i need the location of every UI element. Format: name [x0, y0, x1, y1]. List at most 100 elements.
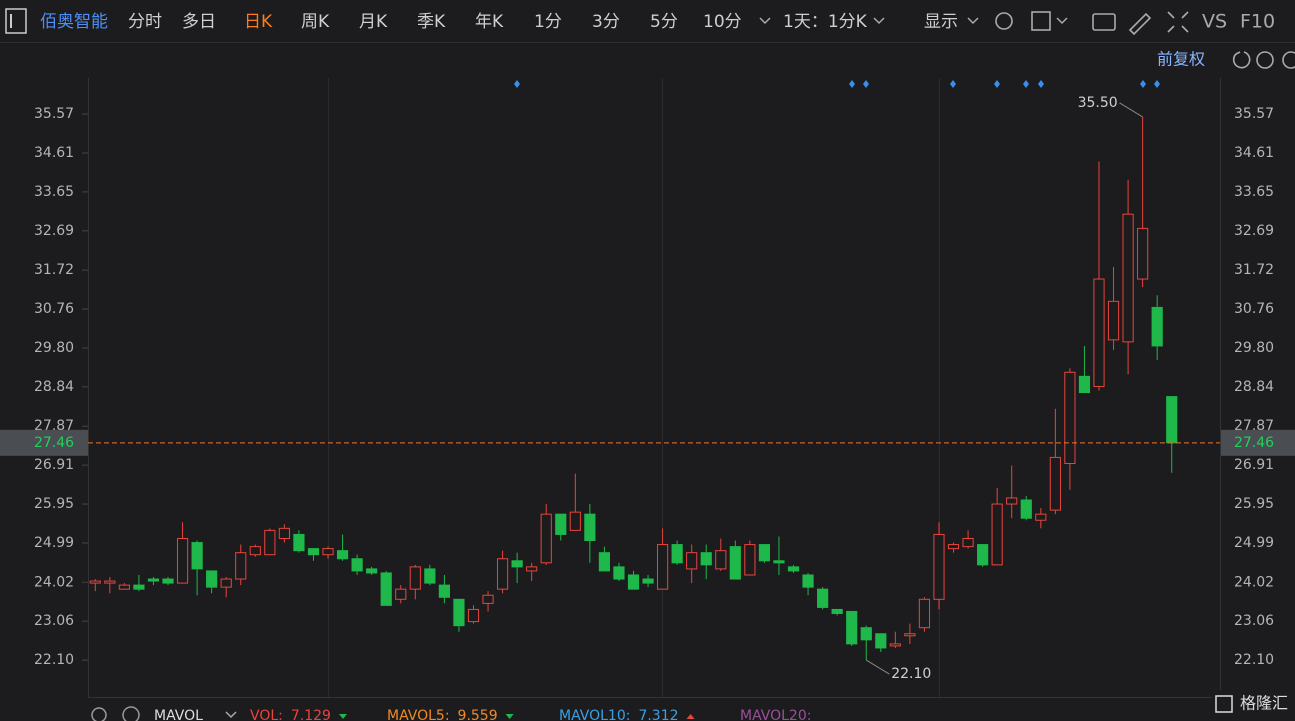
period-tab[interactable]: 日K: [244, 12, 273, 32]
sidebar-toggle[interactable]: [5, 8, 27, 34]
candle-body: [1035, 513, 1047, 521]
candle-body: [729, 546, 741, 580]
y-tick-label-right: 32.69: [1234, 223, 1274, 239]
candle-body: [118, 584, 130, 590]
display-menu[interactable]: 显示: [924, 12, 958, 32]
y-tick-label-right: 30.76: [1234, 301, 1274, 317]
candle-body: [787, 566, 800, 572]
event-marker[interactable]: [849, 80, 855, 88]
period-tab[interactable]: 3分: [592, 12, 620, 32]
toolbar-icons: [995, 11, 1295, 69]
candle-body: [715, 550, 727, 570]
candle-body: [918, 598, 931, 629]
candle-body: [627, 574, 640, 590]
period-tab[interactable]: 10分: [703, 12, 742, 32]
dropdown-chevron[interactable]: [759, 17, 771, 25]
annotation-label: 35.50: [1078, 95, 1118, 111]
candle-body: [1078, 375, 1091, 394]
indicator-name[interactable]: MAVOL: [154, 708, 203, 721]
event-marker[interactable]: [863, 80, 869, 88]
candle-body: [817, 588, 829, 608]
undo-icon[interactable]: [1232, 51, 1251, 69]
candle-body: [206, 570, 218, 588]
annotation-label: 22.10: [891, 666, 931, 682]
annotation-leader: [1119, 102, 1143, 118]
trend-arrow: [338, 714, 347, 719]
period-tab[interactable]: 年K: [475, 12, 504, 32]
event-marker[interactable]: [1038, 80, 1044, 88]
event-marker[interactable]: [950, 80, 956, 88]
period-tab[interactable]: 周K: [301, 12, 330, 32]
event-marker[interactable]: [994, 80, 1000, 88]
period-tab[interactable]: 月K: [359, 12, 388, 32]
event-marker[interactable]: [1154, 80, 1160, 88]
candle-body: [584, 513, 596, 542]
period-tab[interactable]: 5分: [650, 12, 678, 32]
pen-icon[interactable]: [1128, 12, 1152, 36]
candle-body: [671, 544, 683, 564]
fullscreen-icon[interactable]: [1167, 11, 1189, 33]
candle-body: [686, 552, 698, 570]
dropdown-chevron[interactable]: [1056, 17, 1068, 25]
y-tick-label-right: 24.99: [1234, 535, 1274, 551]
f10-button[interactable]: F10: [1240, 11, 1275, 33]
y-tick-label: 35.57: [34, 106, 74, 122]
range-select[interactable]: 1天：1分K: [783, 12, 868, 32]
candle-body: [482, 594, 494, 604]
candle-body: [147, 578, 160, 582]
y-tick-label-right: 23.06: [1234, 613, 1274, 629]
zoom-out-icon[interactable]: [1256, 51, 1274, 69]
candle-body: [540, 513, 552, 564]
candle-body: [569, 511, 581, 531]
indicator-close-icon[interactable]: [122, 706, 140, 721]
candle-body: [511, 560, 523, 568]
period-tab[interactable]: 1分: [534, 12, 562, 32]
settings-icon[interactable]: [995, 12, 1013, 30]
candle-body: [1137, 227, 1149, 280]
stock-name[interactable]: 佰奥智能: [40, 12, 108, 32]
y-tick-label: 31.72: [34, 262, 74, 278]
period-tab[interactable]: 季K: [417, 12, 446, 32]
y-tick-label: 23.06: [34, 613, 74, 629]
frame-icon[interactable]: [1031, 11, 1051, 31]
dropdown-chevron[interactable]: [967, 17, 979, 25]
y-tick-label-right: 22.10: [1234, 652, 1274, 668]
candle-body: [904, 633, 916, 637]
dropdown-chevron[interactable]: [225, 711, 237, 719]
toolbar: 佰奥智能 分时 多日 日K 周K 月K 季K 年K 1分 3分 5分 10分 1天：1分K 显示 VS F10: [40, 11, 1275, 33]
candle-body: [1166, 396, 1178, 444]
candle-body: [176, 537, 189, 584]
indicator-settings-icon[interactable]: [91, 707, 107, 721]
event-marker[interactable]: [1140, 80, 1146, 88]
dropdown-chevron[interactable]: [873, 17, 885, 25]
annotation-leader: [865, 659, 890, 675]
y-tick-label: 33.65: [34, 184, 74, 200]
candle-body: [526, 566, 538, 572]
candle-body: [860, 627, 872, 641]
last-price-label-right: 27.46: [1234, 435, 1274, 451]
event-marker[interactable]: [1023, 80, 1029, 88]
vs-button[interactable]: VS: [1202, 11, 1227, 33]
adjust-button[interactable]: 前复权: [1157, 50, 1205, 69]
period-tab[interactable]: 多日: [182, 12, 216, 32]
indicator-label: MAVOL20:: [740, 708, 811, 721]
zoom-in-icon[interactable]: [1282, 51, 1295, 69]
watermark-logo: [1215, 695, 1233, 713]
candle-body: [991, 503, 1003, 566]
event-marker[interactable]: [514, 80, 520, 88]
candle-body: [700, 552, 712, 566]
candle-body: [307, 548, 320, 556]
candle-body: [1049, 456, 1061, 511]
candle-body: [1006, 497, 1018, 505]
candle-body: [366, 568, 378, 574]
trend-arrow: [686, 714, 695, 719]
plot: 35.57 35.57 34.61 34.61 33.65 33.65 32.69 32.69…: [0, 95, 1295, 682]
camera-icon[interactable]: [1092, 13, 1116, 31]
candle-body: [322, 548, 334, 556]
period-tab[interactable]: 分时: [128, 12, 162, 32]
candle-body: [249, 546, 261, 556]
trend-arrow: [505, 714, 514, 719]
candle-body: [642, 578, 654, 584]
